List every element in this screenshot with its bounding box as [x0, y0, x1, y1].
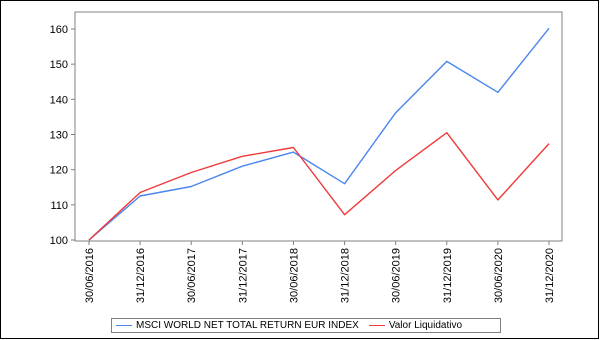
x-tick-label: 30/06/2016 [84, 248, 96, 303]
y-axis: 100 110 120 130 140 150 160 [50, 24, 75, 247]
legend-swatch-valor [368, 325, 385, 326]
legend-item-msci: MSCI WORLD NET TOTAL RETURN EUR INDEX [116, 320, 359, 331]
plot-area [74, 11, 563, 242]
x-tick-label: 30/06/2020 [493, 248, 505, 303]
series-layer [88, 27, 550, 241]
x-tick-label: 31/12/2017 [237, 248, 249, 303]
y-tick-label: 100 [50, 235, 68, 247]
y-tick-label: 160 [50, 24, 68, 36]
y-tick-label: 120 [50, 165, 68, 177]
y-tick-label: 140 [50, 94, 68, 106]
y-tick-label: 150 [50, 59, 68, 71]
x-tick-label: 31/12/2019 [442, 248, 454, 303]
x-tick-label: 30/06/2019 [391, 248, 403, 303]
legend-swatch-msci [116, 325, 132, 326]
y-tick-label: 130 [50, 130, 68, 142]
series-line-msci [88, 27, 550, 241]
x-tick-label: 30/06/2017 [186, 248, 198, 303]
x-axis: 30/06/2016 31/12/2016 30/06/2017 31/12/2017… [84, 241, 556, 303]
legend-label-msci: MSCI WORLD NET TOTAL RETURN EUR INDEX [136, 320, 359, 331]
x-tick-label: 31/12/2018 [340, 248, 352, 303]
x-tick-label: 31/12/2016 [135, 248, 147, 303]
series-line-valor [88, 131, 550, 241]
legend: MSCI WORLD NET TOTAL RETURN EUR INDEX Va… [111, 318, 501, 333]
y-tick-label: 110 [50, 200, 68, 212]
legend-item-valor: Valor Liquidativo [368, 320, 463, 331]
x-tick-label: 30/06/2018 [288, 248, 300, 303]
legend-label-valor: Valor Liquidativo [388, 320, 463, 331]
x-tick-label: 31/12/2020 [544, 248, 556, 303]
